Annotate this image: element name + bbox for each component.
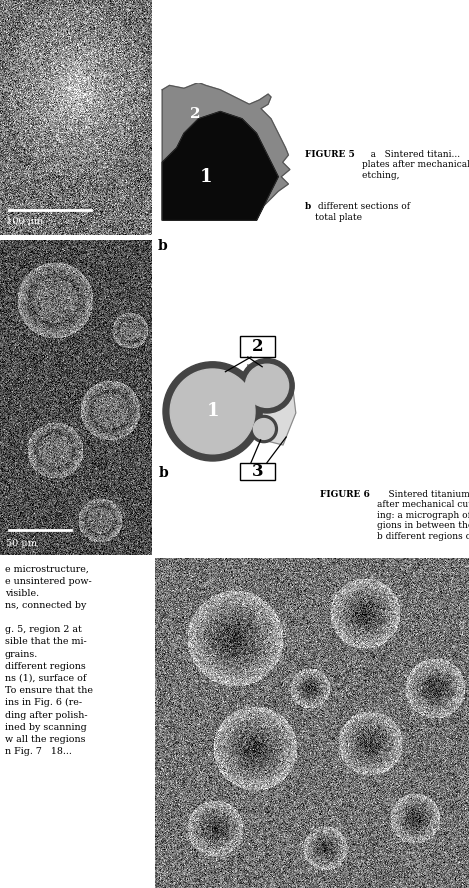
- Text: 100 μm: 100 μm: [6, 217, 43, 226]
- Text: 3: 3: [251, 463, 263, 480]
- Text: Sintered titanium pl...
after mechanical cutting and et...
ing: a micrograph of : Sintered titanium pl... after mechanical…: [377, 490, 469, 541]
- Circle shape: [170, 369, 255, 454]
- Circle shape: [253, 418, 274, 440]
- Text: 2: 2: [251, 338, 263, 355]
- Text: e microstructure,
e unsintered pow-
visible.
ns, connected by

g. 5, region 2 at: e microstructure, e unsintered pow- visi…: [5, 565, 92, 756]
- Text: 2: 2: [190, 107, 201, 122]
- Text: different sections of
total plate: different sections of total plate: [315, 202, 410, 222]
- Text: a   Sintered titani...
plates after mechanical cutting and
etching,: a Sintered titani... plates after mechan…: [363, 150, 469, 179]
- Text: FIGURE 6: FIGURE 6: [320, 490, 370, 499]
- FancyBboxPatch shape: [240, 337, 275, 357]
- Circle shape: [240, 359, 294, 413]
- Polygon shape: [243, 365, 296, 445]
- Circle shape: [245, 364, 288, 408]
- Text: 50 μm: 50 μm: [6, 540, 37, 549]
- Polygon shape: [162, 112, 278, 220]
- Text: 1: 1: [199, 168, 212, 186]
- Text: b: b: [158, 466, 168, 480]
- Text: b: b: [305, 202, 311, 211]
- Circle shape: [250, 416, 277, 442]
- Text: b: b: [158, 239, 167, 253]
- Circle shape: [163, 361, 262, 461]
- FancyBboxPatch shape: [240, 463, 275, 480]
- Text: FIGURE 5: FIGURE 5: [305, 150, 355, 159]
- Polygon shape: [162, 83, 290, 220]
- Text: 1: 1: [206, 402, 219, 420]
